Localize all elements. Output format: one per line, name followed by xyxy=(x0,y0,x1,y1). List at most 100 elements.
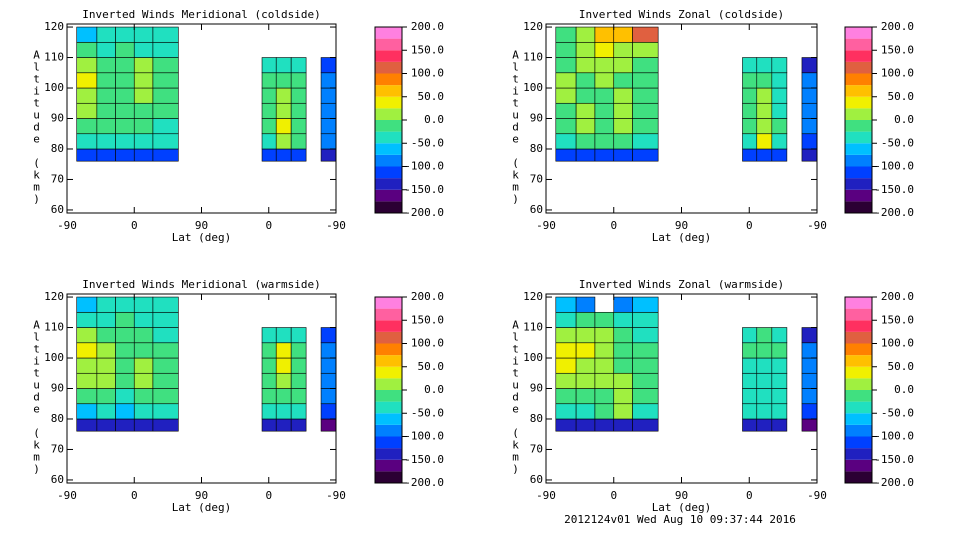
field-cell xyxy=(76,133,98,150)
chart-title: Inverted Winds Zonal (warmside) xyxy=(579,278,784,291)
colorbar-tick-label: 100.0 xyxy=(411,67,444,80)
field-cell xyxy=(632,26,659,43)
field-cell xyxy=(594,102,615,119)
colorbar-tick-label: -100.0 xyxy=(874,430,914,443)
x-tick-label: -90 xyxy=(807,489,827,502)
field-cell xyxy=(742,57,758,74)
field-cell xyxy=(555,72,577,89)
colorbar-tick-label: -200.0 xyxy=(404,476,444,489)
colorbar-band xyxy=(375,201,402,213)
field-cell xyxy=(76,148,98,162)
x-tick-label: -90 xyxy=(536,219,556,232)
field-cell xyxy=(594,372,615,389)
field-cell xyxy=(801,388,818,405)
field-cell xyxy=(555,118,577,135)
field-cell xyxy=(261,388,277,405)
field-cell xyxy=(320,357,337,374)
y-axis-label: Altitude (km) xyxy=(509,319,522,475)
field-cell xyxy=(320,327,337,344)
field-cell xyxy=(742,118,758,135)
field-cell xyxy=(575,118,596,135)
colorbar-band xyxy=(375,378,402,390)
field-cell xyxy=(756,418,773,432)
field-cell xyxy=(801,133,818,150)
field-cell xyxy=(742,357,758,374)
field-cell xyxy=(152,418,179,432)
field-cell xyxy=(632,327,659,344)
y-tick-label: 70 xyxy=(530,172,543,185)
field-cell xyxy=(575,133,596,150)
colorbar-tick-label: 200.0 xyxy=(881,20,914,33)
field-cell xyxy=(261,72,277,89)
field-cell xyxy=(555,57,577,74)
field-cell xyxy=(632,311,659,328)
field-cell xyxy=(152,26,179,43)
field-cell xyxy=(756,327,773,344)
x-tick-label: 90 xyxy=(195,489,208,502)
colorbar-band xyxy=(845,50,872,62)
field-cell xyxy=(290,118,307,135)
colorbar-tick-label: 50.0 xyxy=(888,360,915,373)
field-cell xyxy=(96,388,116,405)
field-cell xyxy=(632,296,659,313)
field-cell xyxy=(261,342,277,359)
field-cell xyxy=(152,342,179,359)
field-cell xyxy=(275,102,292,119)
field-cell xyxy=(76,357,98,374)
field-cell xyxy=(594,72,615,89)
field-cell xyxy=(742,87,758,104)
footer: 2012124v01 Wed Aug 10 09:37:44 2016 xyxy=(564,513,796,526)
field-cell xyxy=(575,372,596,389)
field-cell xyxy=(594,118,615,135)
field-cell xyxy=(801,403,818,420)
field-cell xyxy=(290,148,307,162)
field-cell xyxy=(771,372,788,389)
x-tick-label: -90 xyxy=(57,219,77,232)
field-cell xyxy=(555,87,577,104)
y-tick-label: 120 xyxy=(523,290,543,303)
field-cell xyxy=(96,418,116,432)
field-cell xyxy=(613,327,633,344)
x-tick-label: 0 xyxy=(610,489,617,502)
y-tick-label: 120 xyxy=(523,20,543,33)
field-cell xyxy=(756,388,773,405)
field-cell xyxy=(594,57,615,74)
colorbar-tick-label: 50.0 xyxy=(418,360,445,373)
field-cell xyxy=(115,372,135,389)
colorbar-tick-label: 150.0 xyxy=(881,313,914,326)
y-tick-label: 60 xyxy=(51,473,64,486)
field-cell xyxy=(115,296,135,313)
field-cell xyxy=(632,418,659,432)
colorbar-band xyxy=(375,424,402,437)
field-cell xyxy=(320,418,337,432)
colorbar-band xyxy=(845,378,872,390)
field-cell xyxy=(115,102,135,119)
field-cell xyxy=(613,403,633,420)
colorbar-band xyxy=(375,448,402,460)
x-tick-label: 0 xyxy=(746,489,753,502)
field-cell xyxy=(152,311,179,328)
field-cell xyxy=(133,102,154,119)
colorbar-band xyxy=(375,27,402,39)
field-cell xyxy=(290,327,307,344)
colorbar-tick-label: -200.0 xyxy=(874,476,914,489)
field-cell xyxy=(632,148,659,162)
chart: Inverted Winds Meridional (coldside) Lat … xyxy=(30,8,444,244)
field-cell xyxy=(742,403,758,420)
x-tick-label: 90 xyxy=(675,219,688,232)
field-cell xyxy=(555,357,577,374)
field-cell xyxy=(555,388,577,405)
field-cell xyxy=(594,148,615,162)
field-cell xyxy=(275,388,292,405)
colorbar-band xyxy=(375,143,402,155)
field-cell xyxy=(771,72,788,89)
colorbar-band xyxy=(845,366,872,379)
field-cell xyxy=(275,357,292,374)
field-cell xyxy=(275,148,292,162)
field-cell xyxy=(613,372,633,389)
colorbar-band xyxy=(845,143,872,155)
colorbar-band xyxy=(375,108,402,120)
y-tick-label: 120 xyxy=(44,290,64,303)
field-cell xyxy=(575,87,596,104)
